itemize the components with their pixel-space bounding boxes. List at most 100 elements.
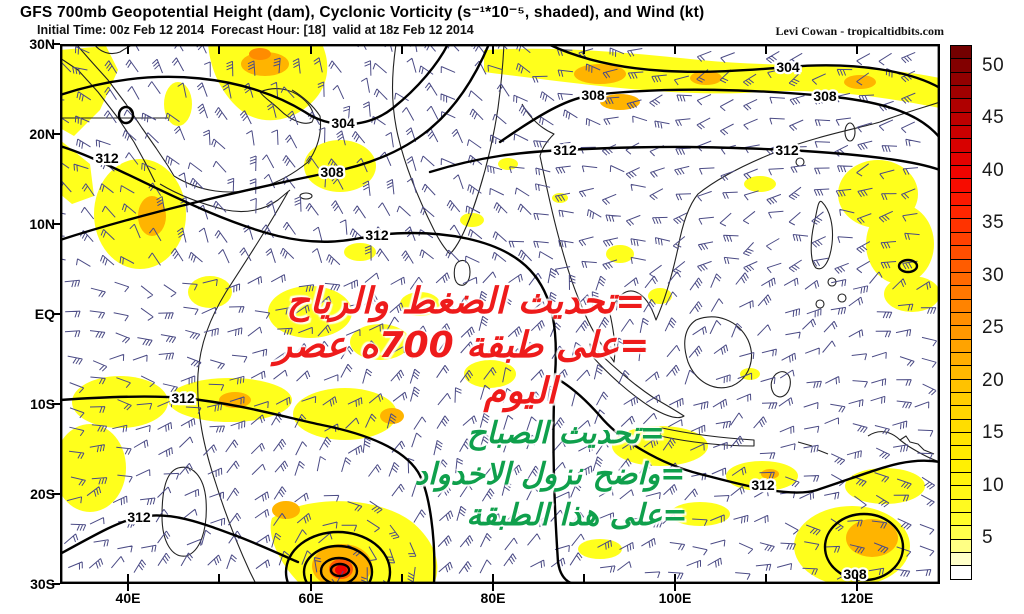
colorbar-segment [950, 246, 972, 260]
colorbar-tick-label: 15 [982, 422, 1005, 444]
colorbar-tick-label: 30 [982, 264, 1005, 286]
colorbar-segment [950, 379, 972, 393]
contour-label: 308 [843, 566, 867, 582]
x-axis-tick [856, 584, 858, 591]
colorbar-segment [950, 526, 972, 540]
colorbar-segment [950, 192, 972, 207]
colorbar-segment [950, 486, 972, 500]
annotation-green-line: =على هذا الطبقة [466, 498, 688, 533]
x-axis-label: 120E [840, 590, 874, 606]
colorbar-segment [950, 259, 972, 273]
contour-labels-layer: 304 304 308 308 308 308 312 312 312 312 312 312 312 [93, 57, 869, 584]
colorbar-segment [950, 86, 972, 100]
y-axis-tick [52, 43, 60, 45]
colorbar-tick-label: 45 [982, 107, 1005, 129]
colorbar-segment [950, 499, 972, 514]
x-axis-label: 80E [480, 590, 506, 606]
colorbar-segment [950, 553, 972, 567]
colorbar-tick-label: 25 [982, 317, 1005, 339]
y-axis-tick [52, 403, 60, 405]
colorbar-tick-label: 40 [982, 159, 1005, 181]
colorbar-segment [950, 312, 972, 327]
contour-label: 312 [553, 142, 577, 158]
contour-label: 312 [171, 390, 195, 406]
y-axis-tick [52, 583, 60, 585]
y-axis-tick [52, 313, 60, 315]
colorbar-segment [950, 139, 972, 153]
init-valid-time-text: Initial Time: 00z Feb 12 2014 Forecast H… [37, 23, 474, 37]
colorbar-segment [950, 446, 972, 460]
credit-text: Levi Cowan - tropicaltidbits.com [775, 24, 944, 38]
colorbar-segment [950, 232, 972, 247]
contour-label: 308 [581, 87, 605, 103]
contour-label: 312 [751, 477, 775, 493]
colorbar-tick-label: 35 [982, 212, 1005, 234]
colorbar-segment [950, 152, 972, 167]
colorbar-segment [950, 539, 972, 554]
colorbar-segment [950, 272, 972, 287]
contour-label: 308 [320, 164, 344, 180]
colorbar-segment [950, 352, 972, 367]
colorbar-segment [950, 72, 972, 87]
y-axis-label: 20S [30, 486, 55, 502]
colorbar-segment [950, 513, 972, 527]
colorbar-segment [950, 206, 972, 220]
annotation-green-line: =تحديث الصباح [467, 416, 665, 451]
colorbar-segment [950, 286, 972, 300]
y-axis-label: 30S [30, 576, 55, 592]
colorbar-segment [950, 566, 972, 580]
x-axis-label: 100E [658, 590, 692, 606]
colorbar-segment [950, 99, 972, 113]
x-axis-tick [127, 584, 129, 591]
colorbar-segment [950, 459, 972, 473]
contour-label: 312 [365, 227, 389, 243]
x-axis-tick [310, 584, 312, 591]
colorbar-segment [950, 219, 972, 233]
annotation-red-line: =على طبقة 700ه عصر [274, 325, 650, 366]
colorbar-segment [950, 432, 972, 447]
map-border [60, 44, 940, 584]
colorbar-segment [950, 366, 972, 380]
colorbar-segment [950, 166, 972, 180]
colorbar-tick-label: 20 [982, 369, 1005, 391]
colorbar-tick-label: 10 [982, 474, 1005, 496]
y-axis-tick [52, 133, 60, 135]
y-axis-tick [52, 493, 60, 495]
colorbar [950, 45, 972, 580]
annotation-green-line: =واضح نزول الاخدواد [414, 457, 686, 492]
y-axis-label: 10S [30, 396, 55, 412]
colorbar-segment [950, 45, 972, 60]
colorbar-segment [950, 299, 972, 313]
annotation-red-line: =تحديث الضغط والرياح [286, 281, 646, 322]
x-axis-label: 40E [115, 590, 141, 606]
colorbar-segment [950, 126, 972, 140]
contour-label: 308 [813, 88, 837, 104]
y-axis-label: 30N [29, 36, 55, 52]
wind-barbs-layer [60, 44, 938, 584]
contour-label: 312 [95, 150, 119, 166]
colorbar-tick-label: 5 [982, 527, 994, 549]
colorbar-segment [950, 392, 972, 407]
y-axis-label: 10N [29, 216, 55, 232]
map-plot: 304 304 308 308 308 308 312 312 312 312 312 312 312 [60, 44, 940, 584]
page-title: GFS 700mb Geopotential Height (dam), Cyc… [20, 4, 705, 21]
colorbar-segment [950, 406, 972, 420]
colorbar-segment [950, 326, 972, 340]
x-axis-label: 60E [298, 590, 324, 606]
x-axis-tick [492, 584, 494, 591]
y-axis-label: 20N [29, 126, 55, 142]
colorbar-segment [950, 112, 972, 127]
colorbar-tick-label: 50 [982, 54, 1005, 76]
contour-label: 312 [127, 509, 151, 525]
contour-label: 304 [776, 59, 800, 75]
colorbar-segment [950, 339, 972, 353]
y-axis-label: EQ [34, 306, 55, 322]
contour-label: 304 [331, 115, 355, 131]
colorbar-segment [950, 59, 972, 73]
inner-ticks-layer [127, 46, 858, 582]
x-axis-tick [674, 584, 676, 591]
height-contours-layer [60, 44, 940, 584]
colorbar-segment [950, 419, 972, 433]
annotation-red-line: اليوم [483, 371, 557, 412]
